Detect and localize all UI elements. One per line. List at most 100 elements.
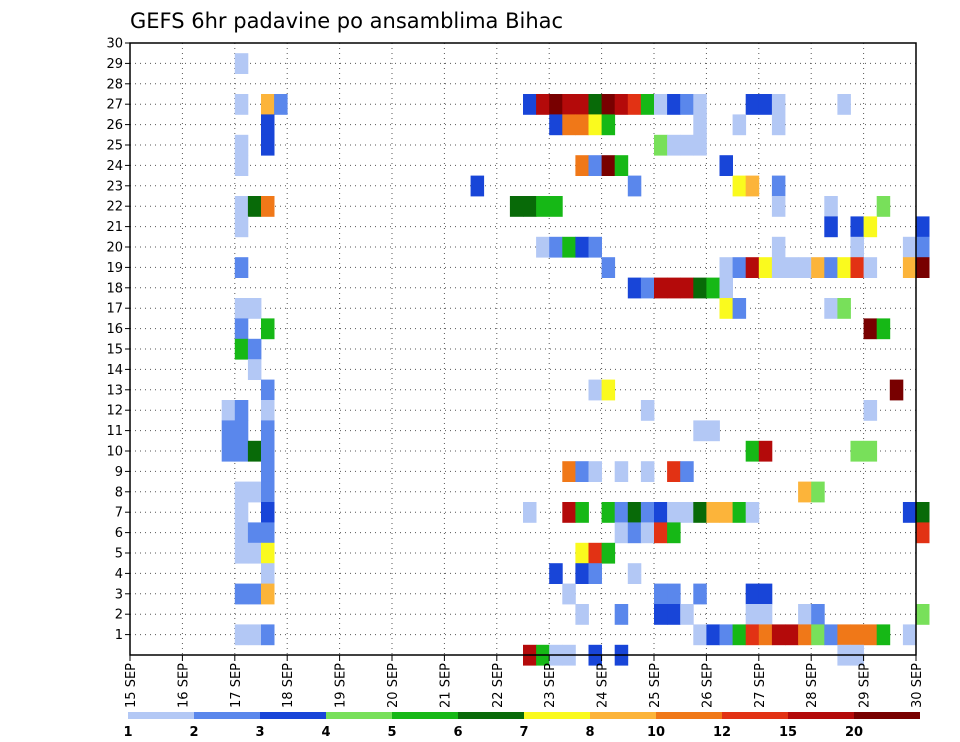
- heatmap-cell: [693, 134, 707, 156]
- heatmap-cell: [562, 236, 576, 258]
- heatmap-cell: [640, 277, 655, 299]
- heatmap-cell: [745, 440, 760, 462]
- heatmap-cell: [680, 94, 694, 115]
- heatmap-cell: [588, 542, 602, 564]
- heatmap-cell: [732, 257, 747, 278]
- heatmap-cell: [719, 502, 733, 523]
- heatmap-cell: [549, 563, 563, 584]
- heatmap-cell: [771, 175, 786, 197]
- y-tick-label: 9: [115, 465, 123, 480]
- heatmap-cell: [549, 236, 563, 258]
- y-tick-label: 10: [106, 445, 123, 460]
- heatmap-cell: [234, 318, 249, 340]
- y-tick-label: 30: [106, 37, 123, 52]
- heatmap-cell: [247, 542, 262, 564]
- y-tick-label: 16: [106, 322, 123, 337]
- heatmap-cell: [745, 583, 760, 605]
- heatmap-cell: [863, 216, 878, 238]
- heatmap-cell: [523, 94, 537, 115]
- heatmap-cell: [614, 155, 629, 176]
- colorbar-swatch: [854, 712, 920, 719]
- heatmap-cell: [863, 400, 878, 421]
- y-tick-label: 21: [106, 220, 123, 235]
- heatmap-cell: [247, 624, 262, 646]
- heatmap-cell: [562, 94, 576, 115]
- y-tick-label: 14: [106, 363, 123, 378]
- heatmap-cell: [771, 94, 786, 115]
- x-tick-label: 25 SEP: [648, 663, 663, 708]
- heatmap-cell: [640, 502, 655, 523]
- heatmap-cell: [221, 400, 236, 421]
- heatmap-cell: [758, 257, 773, 278]
- colorbar-swatch: [590, 712, 656, 719]
- heatmap-cell: [771, 624, 786, 646]
- heatmap-cell: [771, 114, 786, 136]
- heatmap-cell: [601, 94, 616, 115]
- colorbar-label: 12: [713, 725, 731, 740]
- heatmap-cell: [588, 379, 602, 401]
- heatmap-cell: [667, 522, 681, 544]
- x-tick-label: 21 SEP: [438, 663, 453, 708]
- heatmap-cell: [654, 522, 668, 544]
- heatmap-cell: [876, 624, 891, 646]
- heatmap-cell: [575, 236, 589, 258]
- heatmap-cell: [601, 257, 616, 278]
- heatmap-cell: [261, 624, 275, 646]
- heatmap-cell: [575, 604, 589, 625]
- heatmap-cell: [588, 94, 602, 115]
- heatmap-cell: [234, 338, 249, 360]
- heatmap-cell: [654, 94, 668, 115]
- heatmap-cell: [798, 624, 812, 646]
- heatmap-cell: [693, 114, 707, 136]
- heatmap-cell: [732, 175, 747, 197]
- heatmap-cell: [706, 502, 720, 523]
- x-tick-label: 30 SEP: [910, 663, 925, 708]
- heatmap-cell: [575, 155, 589, 176]
- colorbar-label: 8: [585, 725, 594, 740]
- heatmap-cell: [549, 196, 563, 217]
- heatmap-cell: [614, 604, 629, 625]
- heatmap-cell: [693, 420, 707, 442]
- heatmap-cell: [863, 624, 878, 646]
- x-tick-label: 22 SEP: [491, 663, 506, 708]
- x-tick-label: 18 SEP: [281, 663, 296, 708]
- heatmap-cell: [509, 196, 524, 217]
- heatmap-cell: [234, 134, 249, 156]
- heatmap-cell: [261, 379, 275, 401]
- heatmap-cell: [863, 440, 878, 462]
- heatmap-cell: [588, 461, 602, 482]
- heatmap-cell: [732, 114, 747, 136]
- heatmap-cell: [588, 155, 602, 176]
- heatmap-cell: [654, 604, 668, 625]
- colorbar-label: 1: [123, 725, 132, 740]
- heatmap-cell: [902, 257, 917, 278]
- heatmap-cell: [627, 277, 642, 299]
- heatmap-cell: [667, 502, 681, 523]
- heatmap-cell: [680, 134, 694, 156]
- colorbar-label: 2: [189, 725, 198, 740]
- heatmap-cell: [706, 624, 720, 646]
- colorbar-swatch: [326, 712, 392, 719]
- colorbar: 1 2 3 4 5 6 7 8 10 12 15 20: [123, 712, 920, 740]
- y-tick-label: 2: [115, 608, 123, 623]
- heatmap-cell: [234, 216, 249, 238]
- heatmap-cell: [523, 196, 537, 217]
- heatmap-cell: [261, 583, 275, 605]
- heatmap-cell: [234, 298, 249, 319]
- heatmap-cell: [575, 114, 589, 136]
- heatmap-cell: [837, 94, 851, 115]
- heatmap-cell: [575, 542, 589, 564]
- heatmap-cell: [221, 440, 236, 462]
- heatmap-cell: [261, 94, 275, 115]
- x-tick-label: 16 SEP: [176, 663, 191, 708]
- heatmap-cell: [798, 604, 812, 625]
- heatmap-cell: [916, 502, 930, 523]
- heatmap-cell: [261, 134, 275, 156]
- colorbar-swatch: [392, 712, 458, 719]
- heatmap-cell: [837, 257, 851, 278]
- colorbar-label: 20: [845, 725, 863, 740]
- heatmap-cell: [261, 196, 275, 217]
- heatmap-cell: [824, 216, 838, 238]
- y-tick-label: 17: [106, 302, 123, 317]
- heatmap-cell: [811, 604, 825, 625]
